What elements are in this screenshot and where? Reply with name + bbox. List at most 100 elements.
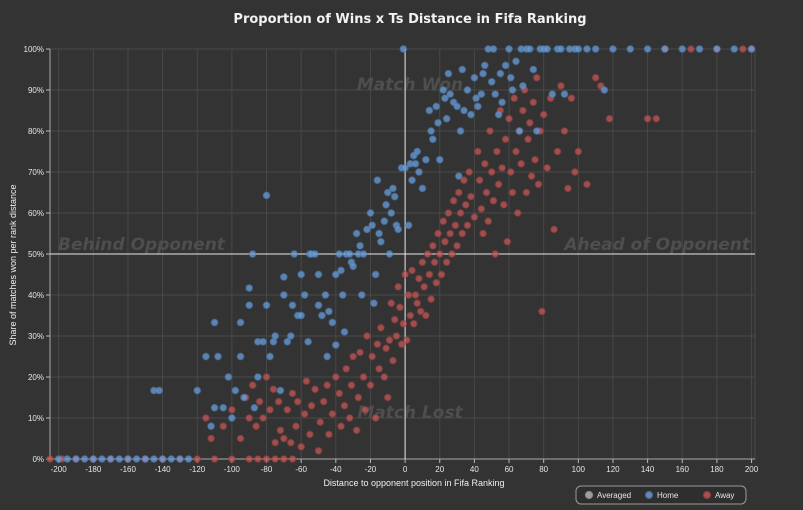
y-tick-label: 50% (28, 250, 44, 259)
away-point (456, 209, 465, 217)
away-point (359, 373, 368, 381)
chart-title: Proportion of Wins x Ts Distance in Fifa… (233, 12, 586, 27)
home-point (373, 176, 382, 185)
home-point (376, 237, 385, 246)
home-point (141, 455, 150, 463)
home-point (543, 45, 552, 53)
away-point (449, 196, 458, 205)
away-point (425, 270, 434, 279)
away-point (527, 172, 536, 181)
home-point (248, 250, 257, 258)
x-tick-label: -180 (85, 465, 102, 474)
home-point (345, 250, 354, 258)
x-tick-label: 40 (470, 465, 479, 474)
home-point (425, 106, 434, 115)
away-point (560, 127, 569, 135)
away-point (518, 106, 527, 115)
away-point (567, 94, 576, 103)
home-point (463, 86, 472, 94)
home-point (494, 110, 503, 119)
away-point (501, 135, 510, 144)
points (46, 45, 756, 463)
home-point (515, 127, 524, 135)
away-point (513, 209, 522, 217)
home-point (259, 337, 267, 346)
home-point (730, 45, 739, 53)
home-point (318, 311, 326, 320)
home-point (399, 45, 408, 53)
away-point (271, 438, 280, 447)
y-tick-label: 80% (28, 127, 44, 136)
home-point (479, 69, 487, 78)
away-point (376, 323, 385, 332)
away-point (491, 250, 500, 258)
away-point (525, 118, 534, 127)
y-tick-label: 100% (24, 45, 44, 54)
legend-marker-home (644, 490, 654, 500)
away-point (553, 147, 562, 156)
away-point (435, 250, 444, 258)
away-point (539, 110, 548, 119)
away-point (446, 229, 455, 238)
away-point (434, 229, 442, 238)
away-point (430, 258, 439, 267)
home-point (678, 45, 687, 53)
away-point (432, 278, 441, 287)
home-point (297, 311, 306, 320)
x-tick-label: 100 (572, 465, 586, 474)
away-point (574, 147, 583, 156)
away-point (219, 422, 228, 431)
away-point (508, 188, 517, 197)
home-point (480, 61, 489, 70)
home-point (390, 192, 399, 201)
away-point (252, 422, 261, 431)
away-point (550, 225, 558, 234)
home-point (304, 337, 312, 346)
x-tick-label: 200 (745, 465, 759, 474)
home-point (382, 200, 390, 209)
away-point (493, 147, 501, 156)
x-tick-label: -100 (224, 465, 241, 474)
home-point (283, 337, 292, 346)
away-point (467, 192, 475, 201)
away-point (399, 319, 408, 328)
away-point (458, 229, 467, 238)
away-point (390, 315, 399, 324)
away-point (529, 98, 538, 107)
home-point (340, 327, 349, 336)
away-point (473, 147, 482, 156)
away-point (368, 352, 377, 361)
home-point (394, 225, 403, 234)
home-point (193, 386, 202, 395)
home-point (262, 301, 271, 310)
home-point (501, 61, 510, 70)
away-point (499, 200, 508, 209)
home-point (300, 291, 309, 299)
away-point (269, 385, 278, 394)
home-point (324, 307, 333, 316)
home-point (331, 270, 340, 279)
away-point (396, 303, 404, 312)
home-point (421, 155, 430, 164)
home-point (357, 291, 366, 299)
home-point (167, 455, 176, 463)
away-point (302, 377, 311, 385)
away-point (361, 405, 370, 414)
home-point (321, 291, 330, 299)
home-point (458, 65, 467, 74)
away-point (248, 381, 257, 390)
away-point (279, 434, 288, 443)
away-point (441, 237, 449, 246)
away-point (439, 217, 448, 226)
home-point (219, 403, 228, 412)
away-point (531, 155, 539, 164)
x-tick-label: -160 (120, 465, 137, 474)
away-point (397, 340, 406, 349)
away-point (652, 114, 661, 123)
away-point (193, 455, 202, 463)
away-point (421, 311, 430, 320)
home-point (184, 455, 193, 463)
away-point (389, 356, 397, 365)
home-point (389, 184, 397, 193)
quadrant-label-bottom: Match Lost (357, 403, 463, 423)
